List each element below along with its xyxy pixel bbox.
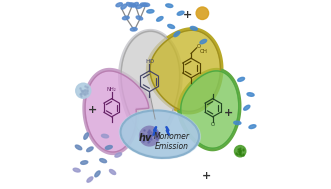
Ellipse shape [102, 134, 109, 138]
Ellipse shape [143, 3, 150, 6]
Ellipse shape [119, 110, 200, 159]
Ellipse shape [87, 147, 93, 152]
Ellipse shape [75, 145, 82, 150]
Ellipse shape [87, 177, 93, 182]
Ellipse shape [249, 125, 256, 129]
Text: Monomer
Emission: Monomer Emission [154, 132, 190, 151]
Ellipse shape [132, 2, 138, 7]
Text: NH₂: NH₂ [107, 87, 117, 92]
Ellipse shape [136, 16, 143, 20]
Text: +: + [202, 171, 211, 181]
Polygon shape [150, 30, 220, 111]
Polygon shape [166, 127, 169, 135]
Ellipse shape [200, 40, 207, 44]
Ellipse shape [126, 2, 133, 7]
Ellipse shape [73, 168, 80, 172]
Ellipse shape [122, 16, 129, 20]
Ellipse shape [110, 170, 116, 174]
Circle shape [76, 83, 91, 98]
Text: O: O [197, 44, 201, 49]
Ellipse shape [238, 77, 245, 81]
Ellipse shape [130, 28, 137, 31]
Ellipse shape [121, 4, 127, 9]
Polygon shape [85, 71, 149, 152]
Circle shape [140, 126, 159, 146]
Ellipse shape [234, 121, 241, 125]
Polygon shape [181, 71, 239, 148]
Polygon shape [154, 127, 156, 135]
Text: +: + [183, 10, 192, 20]
Text: OH: OH [200, 49, 208, 53]
Circle shape [196, 7, 209, 19]
Circle shape [234, 146, 246, 157]
Ellipse shape [147, 10, 154, 13]
Ellipse shape [122, 111, 198, 157]
Text: O: O [211, 122, 215, 127]
Ellipse shape [81, 161, 88, 164]
Text: HO: HO [145, 59, 154, 64]
Ellipse shape [115, 153, 121, 157]
Ellipse shape [166, 4, 173, 7]
Ellipse shape [129, 3, 136, 7]
Text: +: + [88, 105, 97, 115]
Ellipse shape [100, 159, 107, 163]
Ellipse shape [140, 3, 147, 6]
Polygon shape [121, 31, 180, 138]
Ellipse shape [174, 31, 180, 37]
Ellipse shape [136, 5, 142, 9]
Ellipse shape [190, 26, 197, 30]
Text: hv: hv [139, 133, 152, 143]
Ellipse shape [105, 146, 112, 149]
Ellipse shape [95, 171, 100, 177]
Ellipse shape [116, 3, 122, 7]
Ellipse shape [247, 93, 254, 96]
Text: +: + [224, 108, 233, 118]
Ellipse shape [168, 24, 174, 29]
Ellipse shape [84, 133, 88, 139]
Ellipse shape [177, 11, 184, 15]
Ellipse shape [157, 17, 163, 21]
Ellipse shape [244, 105, 250, 110]
